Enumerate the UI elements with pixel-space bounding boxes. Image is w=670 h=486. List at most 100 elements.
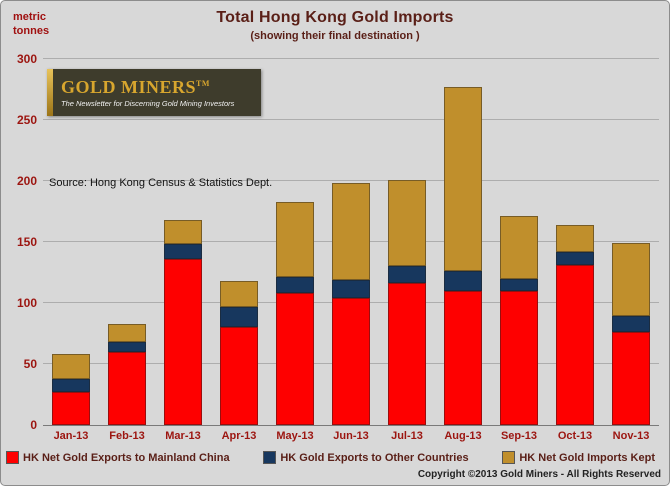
bar-segment (220, 306, 258, 328)
x-tick-label: Sep-13 (500, 430, 538, 442)
logo-wordmark: GOLD MINERSTM (61, 78, 234, 97)
bar-segment (276, 201, 314, 278)
bar-segment (332, 183, 370, 280)
bars-container (43, 59, 659, 425)
bar-column (52, 354, 90, 425)
x-axis-tick-labels: Jan-13 Feb-13 Mar-13 Apr-13 May-13 Jun-13 Jul-… (43, 430, 659, 442)
x-tick-label: Jan-13 (53, 430, 89, 442)
bar-segment (612, 243, 650, 317)
x-tick-label: Nov-13 (612, 430, 650, 442)
bar-column (332, 183, 370, 425)
bar-category-cell (547, 59, 603, 425)
bar-category-cell (211, 59, 267, 425)
bar-segment (220, 327, 258, 425)
grid-line (43, 119, 659, 120)
bar-segment (388, 266, 426, 284)
bar-category-cell (323, 59, 379, 425)
bar-column (276, 201, 314, 425)
x-tick-label: Feb-13 (109, 430, 145, 442)
x-tick-label: Jun-13 (333, 430, 369, 442)
x-tick-label: Apr-13 (221, 430, 257, 442)
logo-tagline: The Newsletter for Discerning Gold Minin… (61, 98, 235, 108)
legend-item: HK Gold Exports to Other Countries (263, 451, 469, 464)
bar-category-cell (379, 59, 435, 425)
bar-category-cell (99, 59, 155, 425)
bar-column (500, 216, 538, 425)
bar-category-cell (435, 59, 491, 425)
legend-swatch-icon (502, 451, 516, 464)
bar-segment (220, 281, 258, 307)
source-note: Source: Hong Kong Census & Statistics De… (49, 177, 273, 189)
chart-subtitle: (showing their final destination ) (250, 30, 420, 42)
logo-name: GOLD MINERS (61, 77, 197, 98)
bar-column (444, 87, 482, 425)
x-tick-label: Jul-13 (391, 430, 423, 442)
bar-column (556, 224, 594, 425)
bar-segment (52, 392, 90, 425)
x-tick-label: Aug-13 (444, 430, 482, 442)
bar-segment (556, 224, 594, 252)
bar-segment (164, 220, 202, 245)
bar-category-cell (155, 59, 211, 425)
bar-segment (612, 316, 650, 333)
y-axis-tick-labels: 0 50 100 150 200 250 300 (5, 52, 39, 432)
bar-segment (500, 216, 538, 279)
bar-segment (52, 354, 90, 379)
y-axis-unit-line2: tonnes (13, 24, 50, 37)
bar-column (612, 243, 650, 425)
trademark-symbol: TM (196, 79, 210, 89)
bar-segment (500, 290, 538, 425)
chart-title: Total Hong Kong Gold Imports (216, 9, 454, 26)
grid-line (43, 58, 659, 59)
bar-segment (108, 323, 146, 343)
bar-column (164, 220, 202, 425)
bar-segment (444, 290, 482, 425)
bar-segment (276, 293, 314, 425)
bar-category-cell (267, 59, 323, 425)
legend-label: HK Net Gold Exports to Mainland China (23, 451, 230, 464)
y-tick-label: 250 (16, 113, 37, 127)
y-axis-unit-line1: metric (13, 11, 47, 23)
legend: HK Net Gold Exports to Mainland China HK … (6, 451, 655, 464)
copyright-text: Copyright ©2013 Gold Miners - All Rights… (417, 469, 661, 480)
y-tick-label: 150 (16, 235, 37, 249)
bar-segment (388, 283, 426, 425)
bar-segment (500, 278, 538, 291)
bar-segment (444, 271, 482, 291)
bar-segment (556, 251, 594, 266)
bar-segment (52, 378, 90, 393)
legend-item: HK Net Gold Exports to Mainland China (6, 451, 230, 464)
y-tick-label: 0 (30, 418, 37, 432)
gold-miners-logo: GOLD MINERSTM The Newsletter for Discern… (47, 69, 261, 116)
bar-segment (276, 277, 314, 294)
bar-column (388, 179, 426, 425)
y-axis-unit-label: metric tonnes (13, 11, 49, 39)
legend-swatch-icon (6, 451, 19, 464)
legend-item: HK Net Gold Imports Kept (502, 451, 655, 464)
bar-segment (108, 351, 146, 425)
bar-segment (164, 259, 202, 425)
bar-segment (108, 342, 146, 352)
x-tick-label: Mar-13 (165, 430, 201, 442)
bar-segment (556, 265, 594, 425)
bar-segment (612, 332, 650, 425)
bar-category-cell (603, 59, 659, 425)
bar-segment (444, 87, 482, 272)
plot-area (43, 58, 659, 426)
x-tick-label: Oct-13 (557, 430, 593, 442)
bar-segment (332, 298, 370, 425)
grid-line (43, 180, 659, 181)
x-tick-label: May-13 (276, 430, 314, 442)
bar-column (108, 323, 146, 425)
bar-category-cell (43, 59, 99, 425)
bar-segment (332, 279, 370, 299)
bar-category-cell (491, 59, 547, 425)
y-tick-label: 300 (16, 52, 37, 66)
logo-gold-stripe-icon (47, 69, 53, 116)
bar-column (220, 281, 258, 425)
y-tick-label: 200 (16, 174, 37, 188)
bar-segment (164, 244, 202, 260)
y-tick-label: 50 (23, 357, 37, 371)
y-tick-label: 100 (16, 296, 37, 310)
